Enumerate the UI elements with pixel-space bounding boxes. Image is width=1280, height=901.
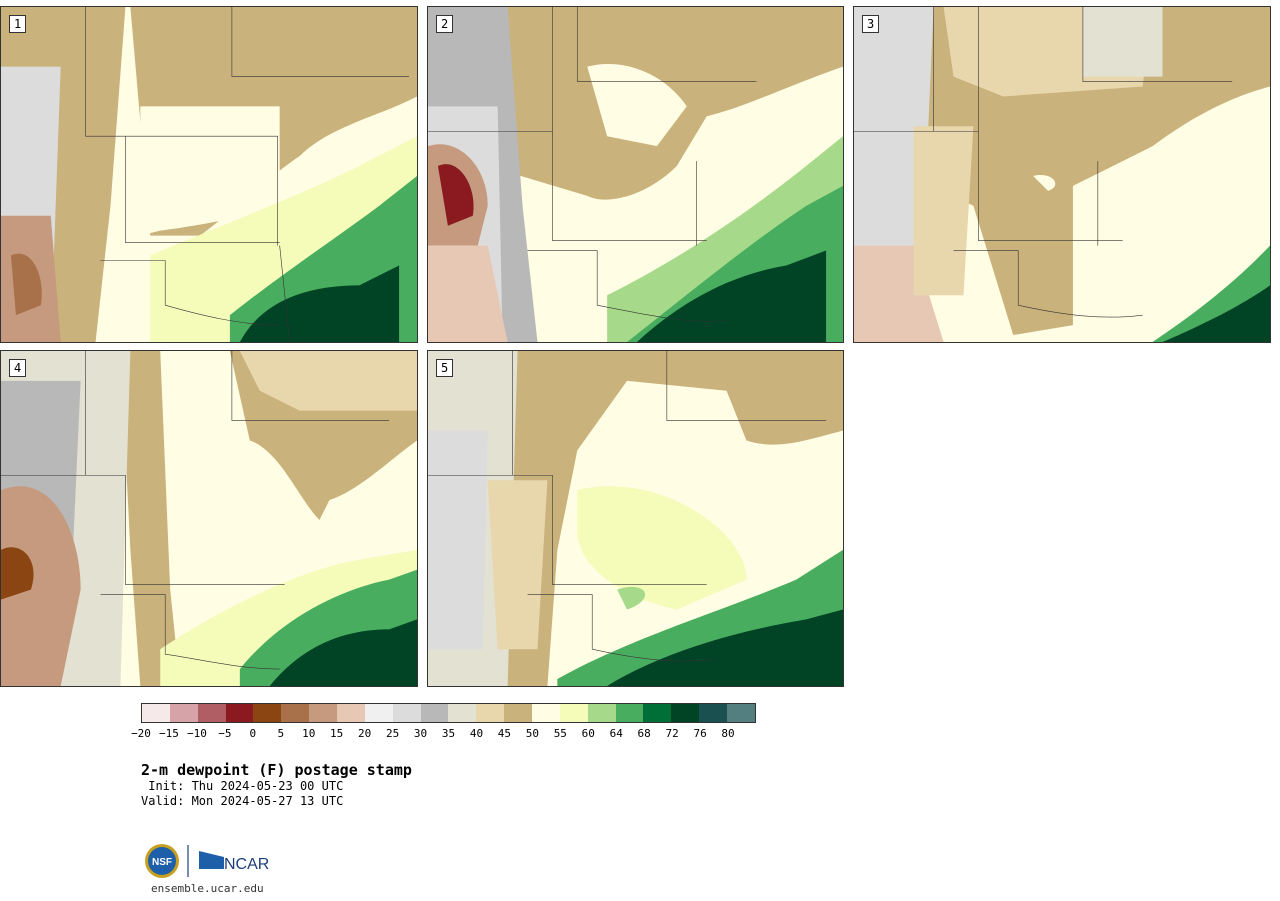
colorbar-tick: 40 bbox=[469, 727, 484, 740]
dewpoint-map-5 bbox=[428, 351, 843, 686]
colorbar-swatch bbox=[392, 704, 421, 722]
ensemble-member-panel-3: 3 bbox=[853, 6, 1271, 343]
colorbar-swatch bbox=[643, 704, 672, 722]
ensemble-member-panel-4: 4 bbox=[0, 350, 418, 687]
colorbar-tick: 68 bbox=[637, 727, 651, 740]
colorbar-swatch bbox=[727, 704, 755, 722]
colorbar-swatch bbox=[587, 704, 616, 722]
dewpoint-map-3 bbox=[854, 7, 1270, 342]
colorbar-swatch bbox=[448, 704, 477, 722]
colorbar-swatch bbox=[197, 704, 226, 722]
colorbar-swatch bbox=[364, 704, 393, 722]
panel-number-label: 1 bbox=[9, 15, 27, 33]
colorbar-swatch bbox=[169, 704, 198, 722]
colorbar-tick: 45 bbox=[497, 727, 512, 740]
panel-number-label: 3 bbox=[862, 15, 880, 33]
colorbar-swatch bbox=[615, 704, 644, 722]
nsf-logo-text: NSF bbox=[152, 857, 172, 868]
colorbar-tick: 30 bbox=[413, 727, 428, 740]
colorbar-swatch bbox=[559, 704, 588, 722]
colorbar-swatch bbox=[699, 704, 728, 722]
ncar-logo: NCAR bbox=[199, 851, 269, 873]
colorbar-tick: 5 bbox=[277, 727, 285, 740]
colorbar-swatch bbox=[671, 704, 700, 722]
colorbar-swatch bbox=[253, 704, 282, 722]
dewpoint-map-4 bbox=[1, 351, 417, 686]
colorbar-swatch bbox=[281, 704, 310, 722]
colorbar-tick: 60 bbox=[581, 727, 595, 740]
ensemble-member-panel-1: 1 bbox=[0, 6, 418, 343]
colorbar-tick: 35 bbox=[441, 727, 456, 740]
colorbar-tick-labels: −20 −15 −10 −5 0 5 10 15 20 25 30 35 40 45 50 55 60 64 68 7… bbox=[131, 727, 756, 741]
colorbar-swatch bbox=[504, 704, 533, 722]
panel-number-label: 4 bbox=[9, 359, 27, 377]
colorbar-tick: 64 bbox=[609, 727, 623, 740]
colorbar-tick: −15 bbox=[159, 727, 179, 740]
dewpoint-map-1 bbox=[1, 7, 417, 342]
colorbar-tick: 50 bbox=[525, 727, 539, 740]
colorbar-swatch bbox=[532, 704, 560, 722]
ensemble-member-panel-2: 2 bbox=[427, 6, 844, 343]
colorbar-tick: 76 bbox=[693, 727, 707, 740]
colorbar-swatch bbox=[476, 704, 505, 722]
logos: NSF NCAR bbox=[144, 843, 274, 879]
dewpoint-colorbar bbox=[141, 703, 756, 723]
colorbar-tick: −20 bbox=[131, 727, 151, 740]
dewpoint-map-2 bbox=[428, 7, 843, 342]
ncar-logo-text: NCAR bbox=[224, 856, 269, 873]
colorbar-tick: 80 bbox=[721, 727, 735, 740]
colorbar-tick: 55 bbox=[553, 727, 567, 740]
colorbar-swatch bbox=[142, 704, 170, 722]
colorbar-swatch bbox=[225, 704, 254, 722]
colorbar-swatch bbox=[337, 704, 365, 722]
colorbar-tick: 15 bbox=[330, 727, 344, 740]
site-url: ensemble.ucar.edu bbox=[151, 882, 264, 895]
colorbar-tick: 72 bbox=[665, 727, 679, 740]
ensemble-member-panel-5: 5 bbox=[427, 350, 844, 687]
panel-number-label: 5 bbox=[436, 359, 454, 377]
colorbar-tick: 20 bbox=[358, 727, 372, 740]
init-time: Init: Thu 2024-05-23 00 UTC bbox=[141, 779, 344, 793]
nsf-logo: NSF bbox=[145, 844, 179, 878]
colorbar-tick: 0 bbox=[249, 727, 257, 740]
valid-time: Valid: Mon 2024-05-27 13 UTC bbox=[141, 794, 344, 808]
colorbar-tick: −10 bbox=[186, 727, 207, 740]
panel-number-label: 2 bbox=[436, 15, 454, 33]
colorbar-swatch bbox=[309, 704, 338, 722]
colorbar-tick: 25 bbox=[385, 727, 400, 740]
colorbar-tick: −5 bbox=[218, 727, 232, 740]
product-title: 2-m dewpoint (F) postage stamp bbox=[141, 761, 412, 779]
colorbar-swatch bbox=[420, 704, 449, 722]
colorbar-tick: 10 bbox=[302, 727, 316, 740]
